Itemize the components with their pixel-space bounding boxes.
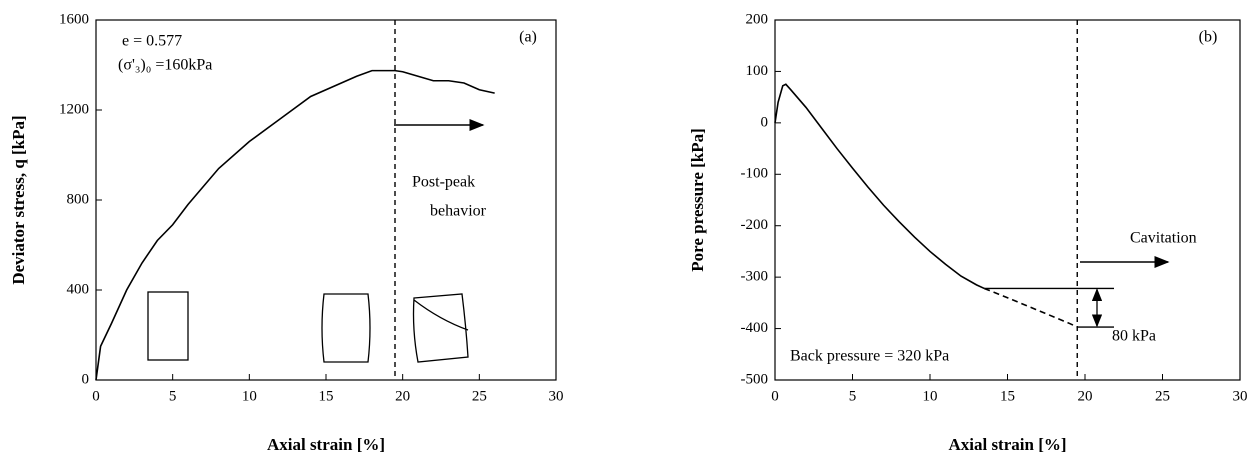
y-tick-label: 400 xyxy=(67,281,90,297)
y-tick-label: 1200 xyxy=(59,101,89,117)
y-tick-label: -400 xyxy=(741,320,769,336)
plot-frame xyxy=(774,19,1241,381)
annotation: (a) xyxy=(519,29,537,46)
annotation: (σ'₃)₀ =160kPa xyxy=(118,57,212,74)
x-tick-label: 20 xyxy=(395,388,410,404)
x-axis-label: Axial strain [%] xyxy=(948,435,1066,454)
y-tick-label: 0 xyxy=(761,114,769,130)
y-tick-label: -200 xyxy=(741,217,769,233)
x-tick-label: 30 xyxy=(549,388,564,404)
y-tick-label: 1600 xyxy=(59,11,89,27)
annotation: 80 kPa xyxy=(1112,328,1156,345)
y-tick-label: 0 xyxy=(82,371,90,387)
y-tick-label: 100 xyxy=(746,63,769,79)
x-tick-label: 0 xyxy=(92,388,100,404)
data-line xyxy=(983,287,1078,328)
annotation: (b) xyxy=(1199,29,1218,46)
x-tick-label: 10 xyxy=(923,388,938,404)
y-axis-label: Deviator stress, q [kPa] xyxy=(9,115,28,284)
x-tick-label: 15 xyxy=(1000,388,1015,404)
y-tick-label: 200 xyxy=(746,11,769,27)
x-tick-label: 5 xyxy=(169,388,177,404)
specimen-barrel xyxy=(321,293,371,363)
annotation: e = 0.577 xyxy=(122,33,182,50)
data-line xyxy=(774,83,985,290)
y-tick-label: 800 xyxy=(67,191,90,207)
specimen-sketches xyxy=(147,291,469,363)
x-tick-label: 5 xyxy=(849,388,857,404)
annotation: Cavitation xyxy=(1130,230,1197,247)
plot-frame xyxy=(95,19,557,381)
x-tick-label: 30 xyxy=(1233,388,1248,404)
annotation: Post-peak xyxy=(412,174,475,191)
specimen-initial xyxy=(147,291,189,361)
annotation: behavior xyxy=(430,203,487,220)
x-axis-label: Axial strain [%] xyxy=(267,435,385,454)
y-tick-label: -100 xyxy=(741,166,769,182)
x-tick-label: 25 xyxy=(472,388,487,404)
y-axis-label: Pore pressure [kPa] xyxy=(688,128,707,272)
x-tick-label: 20 xyxy=(1078,388,1093,404)
data-line xyxy=(95,69,495,381)
y-tick-label: -500 xyxy=(741,371,769,387)
specimen-sheared xyxy=(412,293,469,363)
annotation: Back pressure = 320 kPa xyxy=(790,348,949,365)
y-tick-label: -300 xyxy=(741,269,769,285)
x-tick-label: 25 xyxy=(1155,388,1170,404)
x-tick-label: 0 xyxy=(771,388,779,404)
x-tick-label: 10 xyxy=(242,388,257,404)
x-tick-label: 15 xyxy=(319,388,334,404)
